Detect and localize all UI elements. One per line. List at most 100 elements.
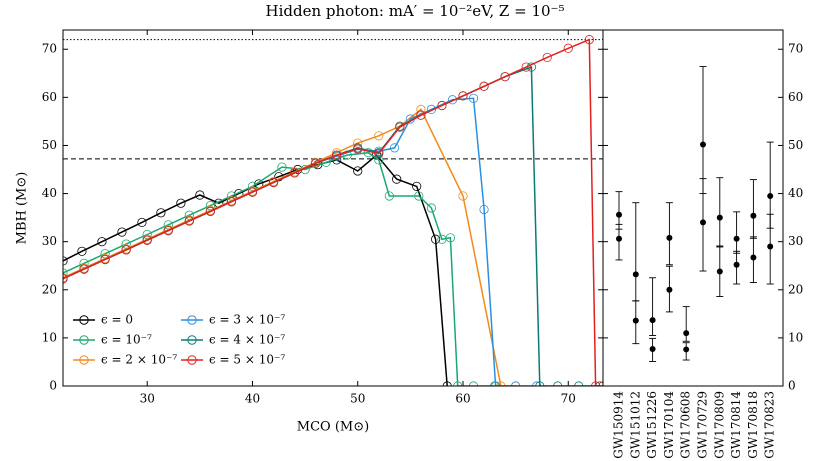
- x-tick-label: 50: [350, 392, 365, 406]
- y-tick-label: 10: [42, 330, 57, 344]
- y-tick-label: 0: [788, 379, 796, 393]
- point: [226, 197, 237, 207]
- point: [479, 204, 489, 215]
- point: [137, 217, 147, 228]
- point: [332, 148, 342, 158]
- point: [716, 214, 723, 221]
- y-tick-label: 60: [788, 90, 803, 104]
- x-tick-label: GW170104: [662, 391, 676, 459]
- point: [584, 35, 594, 45]
- point: [389, 143, 400, 153]
- point: [63, 256, 68, 266]
- point: [97, 237, 107, 247]
- point: [384, 191, 394, 201]
- point: [79, 264, 89, 274]
- x-tick-label: GW170608: [679, 391, 693, 459]
- legend-marker: [79, 335, 89, 345]
- y-tick-label: 70: [42, 42, 57, 56]
- point: [750, 254, 757, 261]
- point: [426, 203, 437, 213]
- point: [500, 72, 510, 82]
- legend-label: ϵ = 10⁻⁷: [101, 333, 152, 347]
- point: [184, 216, 194, 226]
- legend-marker: [187, 335, 197, 345]
- point: [616, 211, 622, 218]
- point: [392, 174, 402, 184]
- series-line: [63, 108, 516, 386]
- point: [163, 226, 173, 236]
- plot-frame: [602, 29, 784, 387]
- point: [649, 345, 656, 352]
- point: [445, 233, 455, 243]
- point: [414, 191, 424, 201]
- y-tick-label: 10: [788, 330, 803, 344]
- y-tick-label: 20: [788, 282, 803, 296]
- legend-label: ϵ = 0: [101, 313, 133, 327]
- y-tick-label: 0: [49, 379, 57, 393]
- point: [268, 177, 279, 188]
- point: [700, 219, 706, 226]
- point: [733, 235, 740, 242]
- series-line: [63, 151, 495, 386]
- legend-label: ϵ = 3 × 10⁻⁷: [209, 313, 285, 327]
- x-tick-label: GW170814: [729, 391, 743, 459]
- x-tick-label: GW170823: [763, 391, 777, 459]
- point: [458, 91, 468, 101]
- x-tick-label: 40: [245, 392, 260, 406]
- point: [195, 190, 205, 200]
- point: [311, 158, 321, 168]
- point: [431, 234, 441, 244]
- point: [666, 286, 673, 293]
- point: [616, 235, 622, 242]
- y-tick-label: 70: [788, 42, 803, 56]
- point: [353, 144, 363, 154]
- point: [458, 191, 468, 201]
- point: [77, 246, 87, 256]
- point: [142, 235, 152, 245]
- x-tick-label: GW170729: [696, 391, 710, 459]
- x-axis-label: MCO (M⊙): [297, 420, 369, 435]
- point: [412, 181, 422, 191]
- point: [289, 168, 300, 178]
- point: [205, 206, 215, 216]
- legend-label: ϵ = 5 × 10⁻⁷: [209, 353, 285, 367]
- point: [479, 81, 489, 91]
- legend-marker: [187, 315, 197, 325]
- point: [649, 317, 656, 324]
- point: [632, 271, 639, 278]
- legend: ϵ = 0 ϵ = 10⁻⁷ ϵ = 2 × 10⁻⁷ ϵ = 3 × 10⁻⁷ ϵ =…: [73, 313, 285, 367]
- point: [63, 268, 68, 278]
- y-tick-label: 40: [42, 186, 57, 200]
- x-tick-label: 30: [140, 392, 155, 406]
- series-line: [63, 38, 603, 386]
- legend-label: ϵ = 2 × 10⁻⁷: [101, 353, 177, 367]
- point: [247, 187, 258, 197]
- point: [100, 254, 110, 265]
- x-tick-label: GW151012: [628, 391, 642, 459]
- point: [767, 192, 774, 199]
- plot-area: [63, 35, 603, 386]
- y-tick-label: 30: [788, 234, 803, 248]
- point: [426, 104, 437, 114]
- point: [542, 52, 552, 63]
- y-axis-label: MBH (M⊙): [15, 172, 30, 245]
- y-tick-label: 60: [42, 90, 57, 104]
- point: [332, 150, 342, 160]
- x-tick-label: GW170809: [712, 391, 726, 459]
- y-tick-label: 40: [788, 186, 803, 200]
- point: [632, 317, 639, 324]
- y-tick-label: 50: [42, 138, 57, 152]
- point: [117, 227, 127, 237]
- point: [374, 131, 384, 141]
- y-tick-label: 30: [42, 234, 57, 248]
- x-tick-label: 60: [455, 392, 470, 406]
- x-tick-label: GW150914: [612, 391, 626, 459]
- legend-marker: [79, 355, 89, 365]
- chart-title: Hidden photon: mA′ = 10⁻²eV, Z = 10⁻⁵: [266, 2, 565, 20]
- point: [156, 208, 166, 218]
- point: [767, 243, 774, 250]
- legend-marker: [187, 355, 197, 365]
- y-tick-label: 50: [788, 138, 803, 152]
- x-tick-label: GW151226: [645, 391, 659, 459]
